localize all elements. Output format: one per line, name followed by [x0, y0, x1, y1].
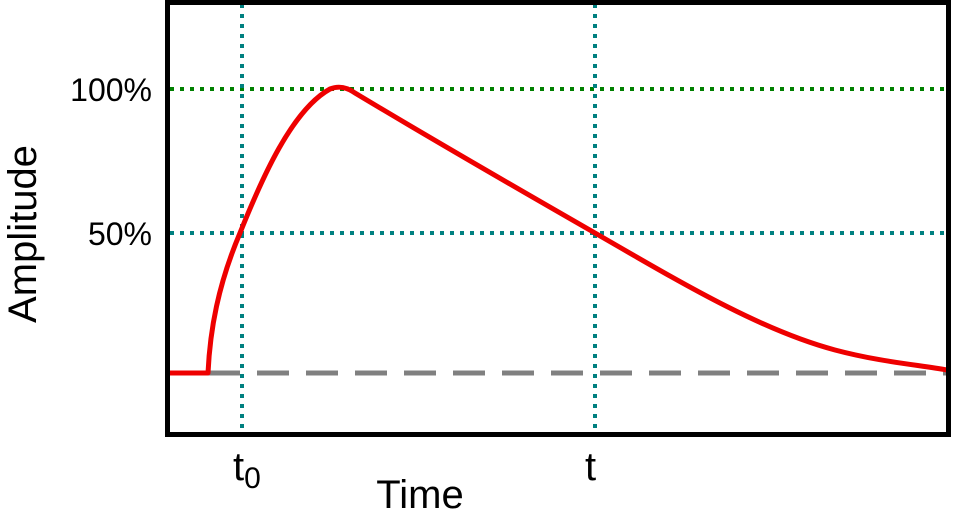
x-tick-t0-subscript: 0	[244, 462, 261, 495]
y-axis-label: Amplitude	[1, 145, 45, 323]
y-tick-100: 100%	[70, 72, 152, 108]
x-axis-label: Time	[376, 473, 463, 512]
plot-frame	[165, 0, 951, 437]
x-tick-t0-base: t	[233, 445, 244, 489]
x-tick-t0: t0	[233, 445, 261, 495]
x-tick-t: t	[585, 445, 596, 489]
pulse-curve	[170, 84, 948, 376]
y-tick-50: 50%	[88, 216, 152, 252]
